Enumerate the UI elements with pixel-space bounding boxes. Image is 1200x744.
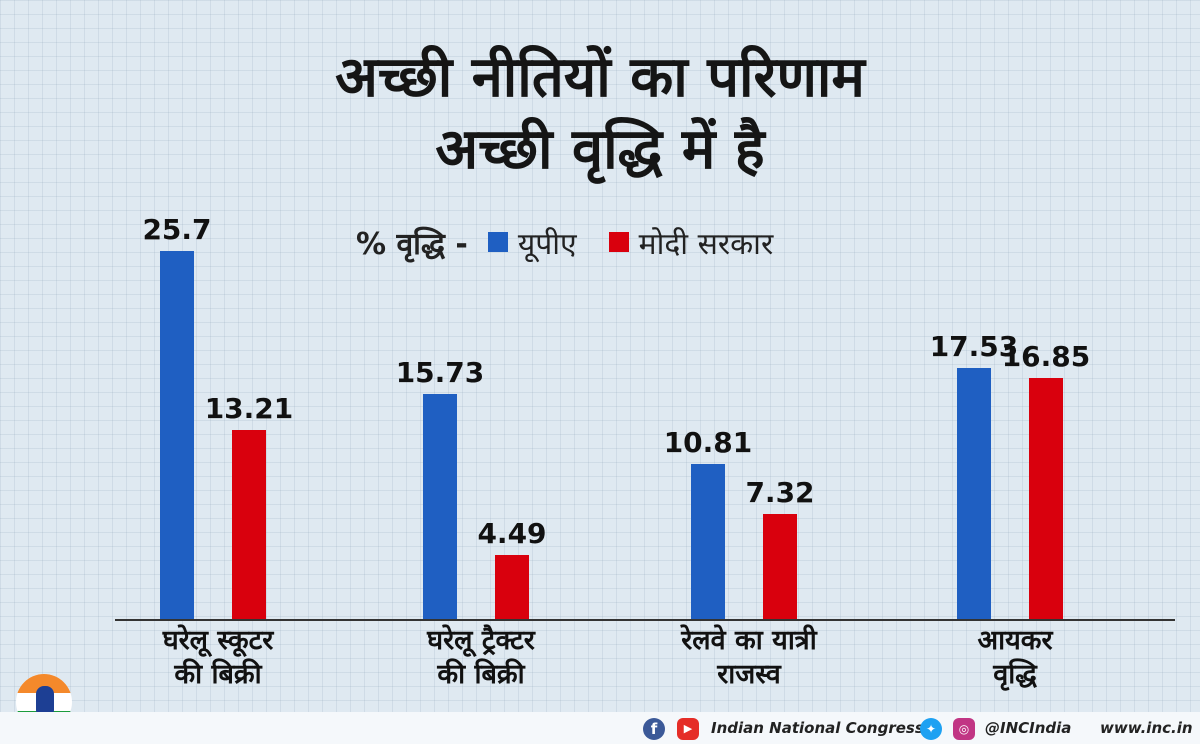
legend-swatch-upa bbox=[487, 232, 508, 252]
bar-upa-3 bbox=[691, 464, 725, 619]
value-label-upa-4: 17.53 bbox=[929, 330, 1019, 363]
legend-label-upa: यूपीए bbox=[517, 226, 577, 262]
footer-org: Indian National Congress bbox=[711, 719, 924, 737]
legend: % वृद्धि - यूपीए मोदी सरकार bbox=[356, 222, 805, 262]
footer-website[interactable]: www.inc.in bbox=[1100, 719, 1193, 737]
legend-prefix: % वृद्धि - bbox=[356, 226, 468, 262]
category-label-3: रेलवे का यात्री राजस्व bbox=[681, 625, 817, 690]
bar-modi-3 bbox=[763, 514, 797, 619]
youtube-icon[interactable]: ▶ bbox=[677, 718, 699, 740]
bar-modi-1 bbox=[232, 430, 266, 619]
value-label-upa-2: 15.73 bbox=[395, 356, 485, 389]
value-label-modi-3: 7.32 bbox=[745, 476, 815, 509]
category-label-2: घरेलू ट्रैक्टर की बिक्री bbox=[427, 625, 535, 690]
x-axis-line bbox=[115, 619, 1175, 621]
bar-upa-1 bbox=[160, 251, 194, 619]
category-label-1: घरेलू स्कूटर की बिक्री bbox=[162, 625, 274, 690]
chart-title: अच्छी नीतियों का परिणाम bbox=[335, 45, 865, 110]
bar-modi-2 bbox=[495, 555, 529, 619]
footer-bar bbox=[0, 712, 1200, 744]
value-label-modi-1: 13.21 bbox=[204, 392, 294, 425]
bar-upa-2 bbox=[423, 394, 457, 619]
hand-icon bbox=[36, 686, 54, 716]
instagram-icon[interactable]: ◎ bbox=[953, 718, 975, 740]
category-label-4: आयकर वृद्धि bbox=[977, 625, 1053, 690]
value-label-upa-1: 25.7 bbox=[142, 213, 212, 246]
chart-subtitle: अच्छी वृद्धि में है bbox=[435, 117, 765, 182]
value-label-modi-4: 16.85 bbox=[1001, 340, 1091, 373]
value-label-upa-3: 10.81 bbox=[663, 426, 753, 459]
bar-upa-4 bbox=[957, 368, 991, 619]
bar-modi-4 bbox=[1029, 378, 1063, 619]
legend-swatch-modi bbox=[608, 232, 629, 252]
value-label-modi-2: 4.49 bbox=[477, 517, 547, 550]
footer-handle[interactable]: @INCIndia bbox=[985, 719, 1072, 737]
legend-label-modi: मोदी सरकार bbox=[638, 226, 774, 262]
facebook-icon[interactable]: f bbox=[643, 718, 665, 740]
twitter-icon[interactable]: ✦ bbox=[920, 718, 942, 740]
